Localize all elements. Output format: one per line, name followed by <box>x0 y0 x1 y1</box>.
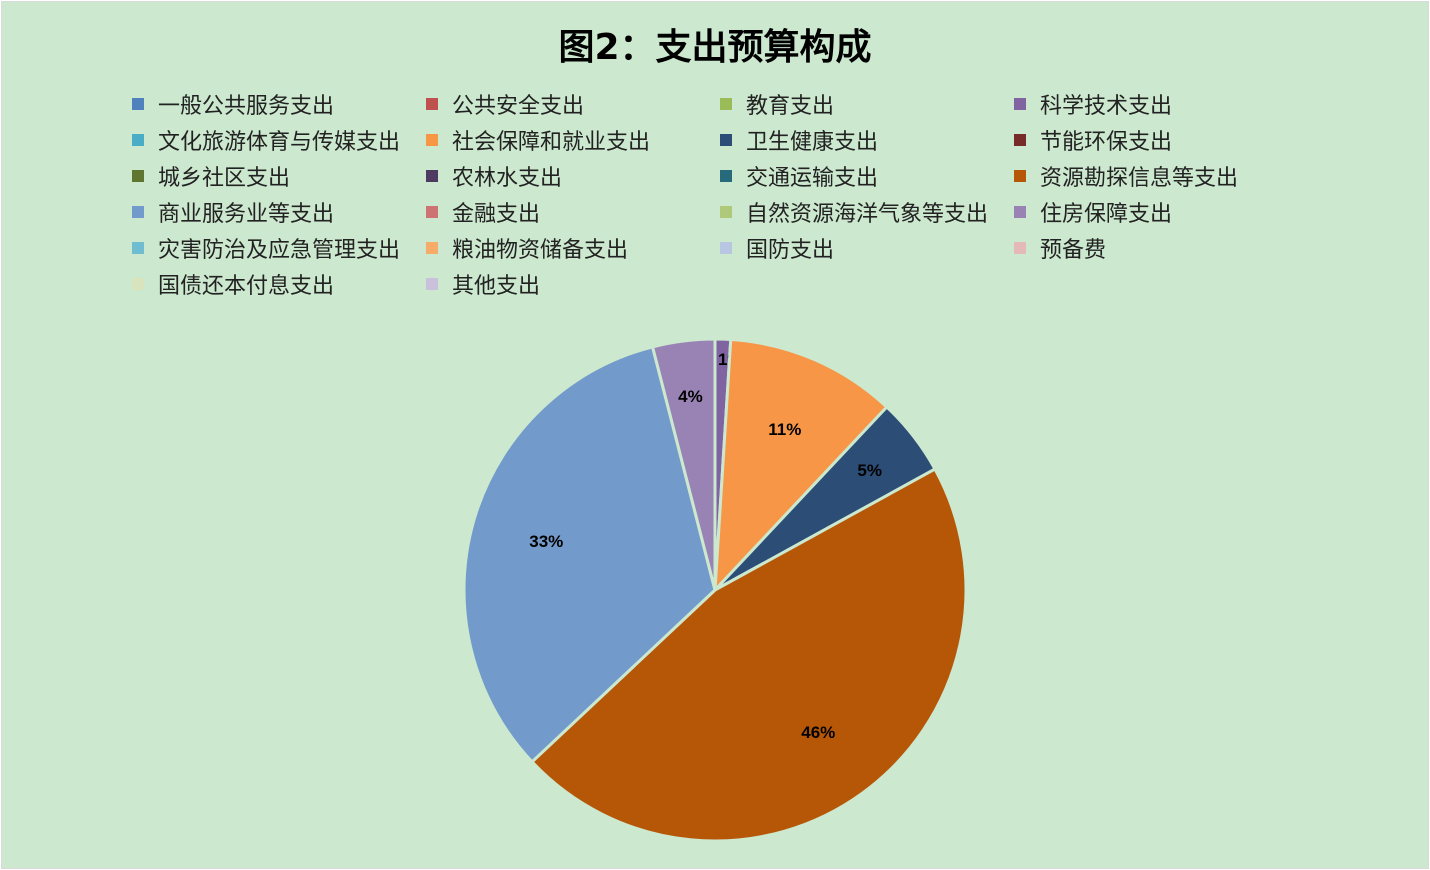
legend-item: 城乡社区支出 <box>130 158 424 194</box>
legend-swatch <box>426 278 438 290</box>
legend-item: 一般公共服务支出 <box>130 86 424 122</box>
legend-label: 公共安全支出 <box>452 94 585 119</box>
legend-label: 自然资源海洋气象等支出 <box>746 202 989 227</box>
legend-swatch <box>132 242 144 254</box>
legend-item: 国债还本付息支出 <box>130 266 424 302</box>
legend-item: 自然资源海洋气象等支出 <box>718 194 1012 230</box>
data-label: 11% <box>768 420 801 439</box>
legend-item: 商业服务业等支出 <box>130 194 424 230</box>
data-label: 33% <box>529 532 563 551</box>
legend-label: 住房保障支出 <box>1040 202 1173 227</box>
legend-item: 农林水支出 <box>424 158 718 194</box>
legend-swatch <box>720 98 732 110</box>
legend-item: 社会保障和就业支出 <box>424 122 718 158</box>
legend-label: 社会保障和就业支出 <box>452 130 651 155</box>
legend-swatch <box>426 134 438 146</box>
legend-label: 一般公共服务支出 <box>158 94 335 119</box>
legend-item: 金融支出 <box>424 194 718 230</box>
legend-swatch <box>132 98 144 110</box>
legend-swatch <box>132 170 144 182</box>
chart-title: 图2：支出预算构成 <box>558 27 872 68</box>
legend: 一般公共服务支出 公共安全支出 教育支出 科学技术支出文化旅游体育与传媒支出 社会保障和… <box>130 86 1330 302</box>
legend-swatch <box>720 170 732 182</box>
legend-item: 预备费 <box>1012 230 1306 266</box>
legend-label: 农林水支出 <box>452 166 563 191</box>
data-label: 5% <box>857 461 882 480</box>
legend-item: 节能环保支出 <box>1012 122 1306 158</box>
legend-swatch <box>1014 134 1026 146</box>
pie-slice <box>462 345 717 764</box>
legend-swatch <box>1014 170 1026 182</box>
legend-label: 其他支出 <box>452 274 541 299</box>
legend-label: 教育支出 <box>746 94 835 119</box>
legend-swatch <box>720 134 732 146</box>
legend-item: 文化旅游体育与传媒支出 <box>130 122 424 158</box>
legend-swatch <box>426 98 438 110</box>
legend-swatch <box>1014 98 1026 110</box>
legend-label: 节能环保支出 <box>1040 130 1173 155</box>
legend-item: 住房保障支出 <box>1012 194 1306 230</box>
legend-label: 国债还本付息支出 <box>158 274 335 299</box>
legend-swatch <box>1014 242 1026 254</box>
legend-label: 商业服务业等支出 <box>158 202 335 227</box>
pie-slice <box>529 467 968 843</box>
legend-swatch <box>720 206 732 218</box>
legend-swatch <box>1014 206 1026 218</box>
pie-slice <box>650 337 717 591</box>
legend-label: 灾害防治及应急管理支出 <box>158 238 401 263</box>
legend-swatch <box>720 242 732 254</box>
legend-label: 科学技术支出 <box>1040 94 1173 119</box>
data-label: 46% <box>801 723 835 742</box>
legend-label: 国防支出 <box>746 238 835 263</box>
legend-label: 文化旅游体育与传媒支出 <box>158 130 401 155</box>
data-label: 4% <box>678 387 703 406</box>
legend-item: 交通运输支出 <box>718 158 1012 194</box>
legend-label: 粮油物资储备支出 <box>452 238 629 263</box>
legend-label: 预备费 <box>1040 238 1107 263</box>
legend-item: 国防支出 <box>718 230 1012 266</box>
legend-label: 城乡社区支出 <box>158 166 291 191</box>
legend-label: 交通运输支出 <box>746 166 879 191</box>
legend-item: 其他支出 <box>424 266 718 302</box>
legend-swatch <box>132 206 144 218</box>
legend-item: 公共安全支出 <box>424 86 718 122</box>
legend-swatch <box>426 242 438 254</box>
legend-label: 卫生健康支出 <box>746 130 879 155</box>
legend-swatch <box>132 278 144 290</box>
legend-item: 卫生健康支出 <box>718 122 1012 158</box>
legend-label: 金融支出 <box>452 202 541 227</box>
pie-slice <box>713 337 889 595</box>
legend-item: 灾害防治及应急管理支出 <box>130 230 424 266</box>
legend-swatch <box>426 170 438 182</box>
legend-swatch <box>426 206 438 218</box>
legend-swatch <box>132 134 144 146</box>
legend-label: 资源勘探信息等支出 <box>1040 166 1239 191</box>
legend-item: 粮油物资储备支出 <box>424 230 718 266</box>
legend-item: 科学技术支出 <box>1012 86 1306 122</box>
legend-item: 资源勘探信息等支出 <box>1012 158 1306 194</box>
legend-item: 教育支出 <box>718 86 1012 122</box>
